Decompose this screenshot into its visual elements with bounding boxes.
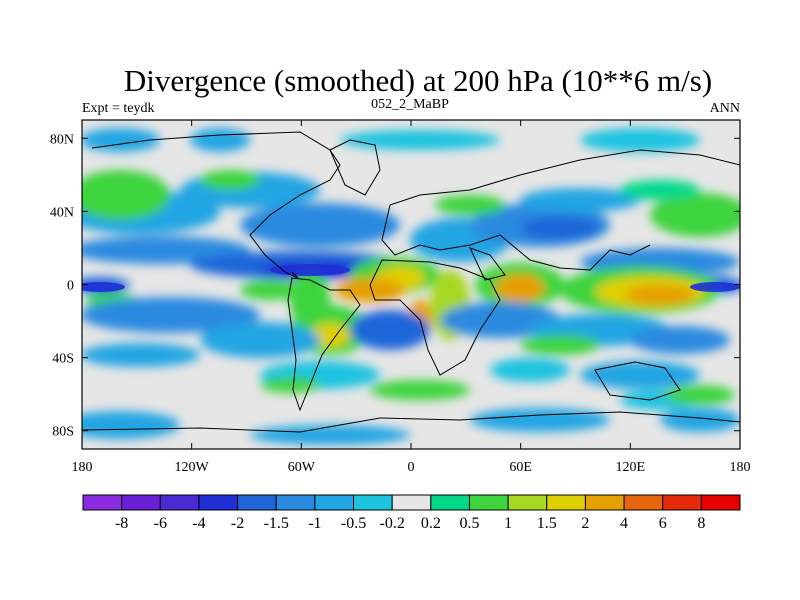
x-tick-label: 60W bbox=[288, 460, 316, 475]
divergence-field bbox=[82, 128, 740, 445]
colorbar-swatch bbox=[584, 494, 625, 511]
colorbar-label: 8 bbox=[697, 515, 705, 532]
colorbar-label: -4 bbox=[192, 515, 205, 532]
colorbar-swatch bbox=[507, 494, 548, 511]
y-tick-label: 40S bbox=[52, 352, 74, 367]
colorbar-label: -1.5 bbox=[264, 515, 289, 532]
coast-south-america bbox=[287, 277, 361, 412]
colorbar-label: -1 bbox=[308, 515, 321, 532]
colorbar-swatch bbox=[82, 494, 123, 511]
colorbar-label: 0.2 bbox=[421, 515, 441, 532]
coast-north-america bbox=[91, 131, 341, 279]
coast-greenland bbox=[329, 139, 381, 196]
y-tick-label: 40N bbox=[50, 205, 74, 220]
colorbar-label: 0.5 bbox=[459, 515, 479, 532]
colorbar-swatch bbox=[546, 494, 586, 511]
coast-australia bbox=[594, 361, 681, 401]
y-tick-label: 80N bbox=[50, 132, 74, 147]
colorbar-swatch bbox=[353, 494, 393, 511]
coast-eurasia bbox=[381, 149, 740, 271]
colorbar-swatch bbox=[159, 494, 200, 511]
colorbar-swatch bbox=[700, 494, 741, 511]
coast-antarctica bbox=[82, 411, 740, 433]
x-tick-label: 60E bbox=[509, 460, 532, 475]
colorbar-label: 4 bbox=[620, 515, 628, 532]
colorbar-swatch bbox=[198, 494, 239, 511]
colorbar-label: 6 bbox=[659, 515, 667, 532]
colorbar-swatch bbox=[391, 494, 432, 511]
colorbar: -8 -6 -4 -2 -1.5 -1 -0.5 -0.2 0.2 0.5 1 1.5 2 4 6 8 bbox=[82, 494, 741, 532]
coastlines bbox=[82, 131, 740, 433]
coast-arabia bbox=[469, 247, 506, 281]
colorbar-swatch bbox=[430, 494, 470, 511]
colorbar-label: -6 bbox=[154, 515, 167, 532]
y-tick-label: 0 bbox=[67, 279, 74, 294]
colorbar-swatch bbox=[237, 494, 277, 511]
chart-subtitle-left: Expt = teydk bbox=[82, 101, 154, 116]
x-tick-label: 0 bbox=[408, 460, 415, 475]
y-tick-label: 80S bbox=[52, 425, 74, 440]
x-tick-label: 180 bbox=[72, 460, 93, 475]
colorbar-swatch bbox=[121, 494, 161, 511]
colorbar-label: -0.5 bbox=[341, 515, 366, 532]
chart-subtitle-right: ANN bbox=[710, 101, 740, 116]
x-tick-label: 180 bbox=[730, 460, 751, 475]
colorbar-label: 1 bbox=[504, 515, 512, 532]
colorbar-label: -0.2 bbox=[380, 515, 405, 532]
colorbar-label: 2 bbox=[581, 515, 589, 532]
colorbar-label: -2 bbox=[231, 515, 244, 532]
colorbar-swatch bbox=[275, 494, 316, 511]
coast-africa bbox=[369, 259, 501, 376]
colorbar-swatch bbox=[468, 494, 509, 511]
colorbar-swatch bbox=[314, 494, 355, 511]
x-tick-label: 120W bbox=[175, 460, 210, 475]
chart-title: Divergence (smoothed) at 200 hPa (10**6 … bbox=[124, 63, 712, 98]
chart-subtitle-center: 052_2_MaBP bbox=[371, 97, 449, 112]
x-axis: 180 120W 60W 0 60E 120E 180 bbox=[72, 120, 751, 475]
colorbar-swatch bbox=[662, 494, 702, 511]
y-axis: 80N 40N 0 40S 80S bbox=[50, 132, 740, 440]
colorbar-label: -8 bbox=[115, 515, 128, 532]
x-tick-label: 120E bbox=[616, 460, 646, 475]
colorbar-swatch bbox=[623, 494, 664, 511]
colorbar-label: 1.5 bbox=[537, 515, 557, 532]
plot-area: 180 120W 60W 0 60E 120E 180 80N 40N 0 40S 80S bbox=[50, 119, 751, 475]
